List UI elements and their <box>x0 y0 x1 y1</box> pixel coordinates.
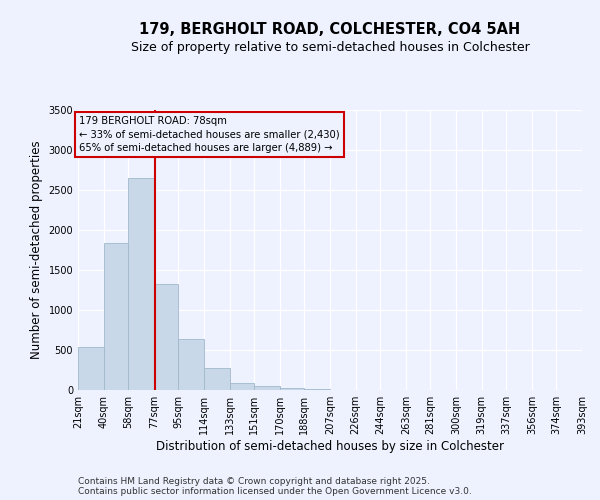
Y-axis label: Number of semi-detached properties: Number of semi-detached properties <box>30 140 43 360</box>
Bar <box>230 383 254 390</box>
Text: 179 BERGHOLT ROAD: 78sqm
← 33% of semi-detached houses are smaller (2,430)
65% o: 179 BERGHOLT ROAD: 78sqm ← 33% of semi-d… <box>79 116 340 153</box>
Bar <box>304 389 330 390</box>
Text: Contains public sector information licensed under the Open Government Licence v3: Contains public sector information licen… <box>78 488 472 496</box>
Bar <box>128 178 154 390</box>
Bar <box>154 284 178 390</box>
Bar <box>178 339 204 390</box>
X-axis label: Distribution of semi-detached houses by size in Colchester: Distribution of semi-detached houses by … <box>156 440 504 453</box>
Text: Contains HM Land Registry data © Crown copyright and database right 2025.: Contains HM Land Registry data © Crown c… <box>78 478 430 486</box>
Bar <box>280 388 304 390</box>
Bar <box>104 243 128 390</box>
Text: 179, BERGHOLT ROAD, COLCHESTER, CO4 5AH: 179, BERGHOLT ROAD, COLCHESTER, CO4 5AH <box>139 22 521 38</box>
Bar <box>254 386 280 390</box>
Text: Size of property relative to semi-detached houses in Colchester: Size of property relative to semi-detach… <box>131 41 529 54</box>
Bar <box>78 347 104 390</box>
Bar <box>204 368 230 390</box>
